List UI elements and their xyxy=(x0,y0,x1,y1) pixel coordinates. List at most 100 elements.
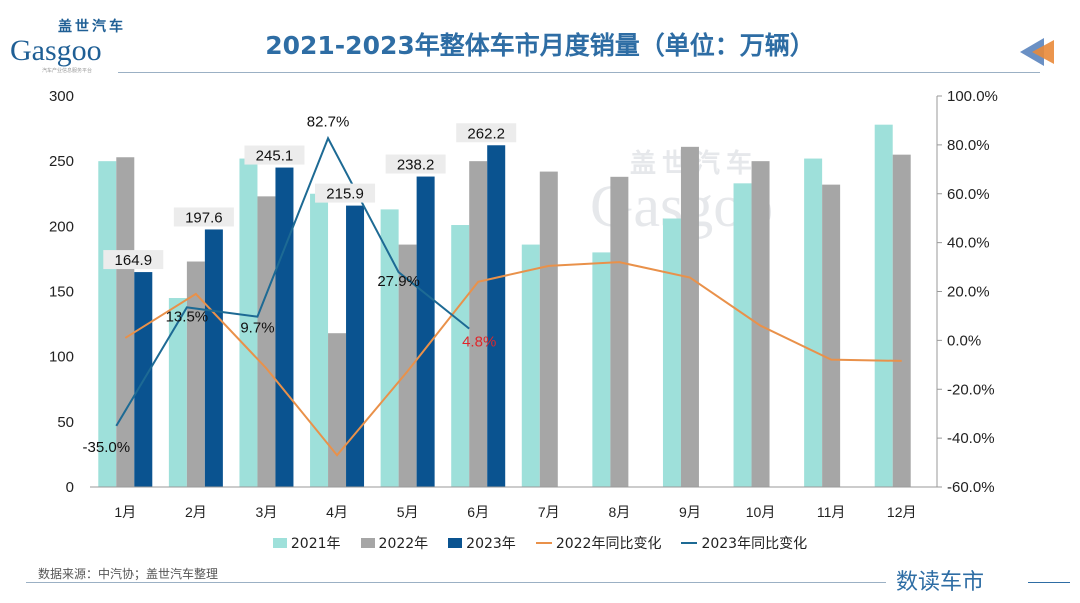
bar-2021年 xyxy=(239,158,258,487)
bar-data-label: 215.9 xyxy=(326,186,364,203)
yoy-data-label: -35.0% xyxy=(83,439,131,456)
legend-yoy-2023: 2023年同比变化 xyxy=(681,533,807,553)
y-left-tick-label: 200 xyxy=(49,218,74,235)
legend-swatch xyxy=(535,542,552,544)
y-right-tick-label: 80.0% xyxy=(947,137,990,154)
bar-data-label: 238.2 xyxy=(397,157,435,174)
gasgoo-logo: 盖世汽车 Gasgoo 汽车产业信息服务平台 xyxy=(8,20,138,76)
x-tick-label: 4月 xyxy=(326,504,348,520)
bar-data-label: 245.1 xyxy=(256,148,294,165)
bar-2021年 xyxy=(733,183,752,487)
legend-swatch xyxy=(448,538,463,548)
brand-divider xyxy=(1028,582,1070,583)
y-right-tick-label: -60.0% xyxy=(947,479,995,496)
bar-2021年 xyxy=(662,218,681,487)
legend-label: 2022年 xyxy=(378,536,429,552)
bar-2022年 xyxy=(328,333,347,487)
legend-swatch xyxy=(272,538,287,548)
bar-2022年 xyxy=(398,244,417,487)
bar-2021年 xyxy=(168,298,187,487)
bar-2022年 xyxy=(892,154,911,487)
logo-en: Gasgoo xyxy=(10,34,102,67)
bar-data-label: 262.2 xyxy=(467,125,505,142)
chart: 0 50 100 150 200 250 300 -60.0% -40.0% -20.0% 0.0%… xyxy=(49,88,998,520)
bar-2023年 xyxy=(204,229,223,487)
bar-data-label: 197.6 xyxy=(185,209,223,226)
bar-2021年 xyxy=(874,124,893,487)
y-right-tick-label: 20.0% xyxy=(947,284,990,301)
yoy-data-label: 82.7% xyxy=(307,113,350,130)
y-right-tick-label: 0.0% xyxy=(947,332,981,349)
y-right-tick-label: -20.0% xyxy=(947,381,995,398)
legend-label: 2022年同比变化 xyxy=(555,536,662,552)
title-divider xyxy=(118,72,1040,73)
bar-2021年 xyxy=(380,209,399,487)
x-tick-label: 7月 xyxy=(538,504,560,520)
x-tick-label: 12月 xyxy=(887,504,917,520)
legend-label: 2023年同比变化 xyxy=(701,536,808,552)
data-label-bg xyxy=(173,207,234,227)
bar-2023年 xyxy=(487,145,506,488)
legend-2021: 2021年 xyxy=(272,533,341,553)
data-label-bg xyxy=(456,123,517,143)
bar-2022年 xyxy=(751,161,770,487)
y-left-tick-label: 300 xyxy=(49,88,74,105)
legend-label: 2021年 xyxy=(290,536,341,552)
x-tick-label: 1月 xyxy=(114,504,136,520)
legend-2022: 2022年 xyxy=(360,533,429,553)
yoy-data-label: 13.5% xyxy=(166,308,209,325)
data-label-bg xyxy=(385,154,446,174)
bar-2021年 xyxy=(451,225,470,487)
legend-swatch xyxy=(360,538,375,548)
bar-2022年 xyxy=(116,157,135,488)
data-source: 数据来源：中汽协；盖世汽车整理 xyxy=(38,567,219,581)
bar-2022年 xyxy=(680,146,699,487)
x-tick-label: 11月 xyxy=(817,504,846,520)
y-left-tick-label: 0 xyxy=(66,479,74,496)
legend-yoy-2022: 2022年同比变化 xyxy=(535,533,662,553)
bar-2021年 xyxy=(592,252,611,487)
legend-label: 2023年 xyxy=(466,536,516,552)
data-label-bg xyxy=(315,183,376,203)
logo-sub: 汽车产业信息服务平台 xyxy=(42,68,93,74)
chart-title: 2021-2023年整体车市月度销量（单位：万辆） xyxy=(265,31,815,60)
bar-2021年 xyxy=(98,161,117,487)
bar-2021年 xyxy=(521,244,540,487)
bar-2022年 xyxy=(186,261,205,487)
logo-cn: 盖世汽车 xyxy=(58,19,126,35)
footer-divider xyxy=(26,582,886,583)
bar-2022年 xyxy=(822,184,841,488)
legend-2023: 2023年 xyxy=(448,533,516,553)
y-left-tick-label: 250 xyxy=(49,153,74,170)
bar-2022年 xyxy=(257,196,276,487)
data-label-bg xyxy=(103,250,164,270)
y-left-tick-label: 100 xyxy=(49,349,74,366)
bar-2022年 xyxy=(539,171,558,488)
yoy-data-label: 27.9% xyxy=(377,273,420,290)
x-tick-label: 8月 xyxy=(608,504,630,520)
y-right-tick-label: -40.0% xyxy=(947,430,995,447)
x-tick-label: 2月 xyxy=(185,504,207,520)
line-2022年同比变化 xyxy=(124,261,902,457)
x-tick-label: 10月 xyxy=(746,504,776,520)
bar-2023年 xyxy=(416,176,435,487)
yoy-data-label: 4.8% xyxy=(462,334,496,351)
y-right-tick-label: 40.0% xyxy=(947,235,990,252)
y-right-tick-label: 100.0% xyxy=(947,88,998,105)
yoy-data-label: 9.7% xyxy=(240,320,274,337)
x-tick-label: 5月 xyxy=(397,504,419,520)
y-right-tick-label: 60.0% xyxy=(947,186,990,203)
bar-2021年 xyxy=(804,158,823,487)
bar-2023年 xyxy=(275,167,294,488)
legend-swatch xyxy=(681,542,698,544)
x-tick-label: 9月 xyxy=(679,504,701,520)
brand-label: 数读车市 xyxy=(896,570,985,595)
data-label-bg xyxy=(244,145,305,165)
legend: 2021年 2022年 2023年 2022年同比变化 2023年同比变化 xyxy=(0,533,1080,553)
bar-2022年 xyxy=(469,161,488,487)
y-left-tick-label: 150 xyxy=(49,284,74,301)
line-2023年同比变化 xyxy=(115,135,470,427)
arrow-left-icon xyxy=(1020,38,1054,66)
bar-2022年 xyxy=(610,176,629,487)
x-tick-label: 6月 xyxy=(467,504,489,520)
